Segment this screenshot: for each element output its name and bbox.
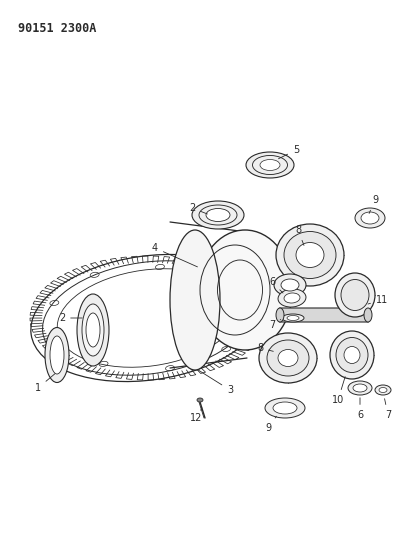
FancyBboxPatch shape (279, 308, 369, 322)
Text: 8: 8 (295, 225, 304, 245)
Ellipse shape (284, 231, 336, 279)
Ellipse shape (379, 387, 387, 392)
Text: 2: 2 (59, 313, 82, 323)
Ellipse shape (278, 289, 306, 307)
Ellipse shape (348, 381, 372, 395)
Text: 10: 10 (332, 377, 345, 405)
Ellipse shape (296, 243, 324, 268)
Ellipse shape (77, 294, 109, 366)
Ellipse shape (330, 331, 374, 379)
Ellipse shape (50, 336, 64, 374)
Ellipse shape (197, 398, 203, 402)
Ellipse shape (278, 350, 298, 367)
Text: 9: 9 (369, 195, 378, 213)
Text: 7: 7 (269, 319, 281, 330)
Ellipse shape (273, 402, 297, 414)
Ellipse shape (267, 340, 309, 376)
Text: 11: 11 (368, 295, 388, 305)
Ellipse shape (276, 224, 344, 286)
Ellipse shape (253, 156, 288, 174)
Ellipse shape (86, 313, 100, 347)
Ellipse shape (353, 384, 367, 392)
Text: 2: 2 (189, 203, 207, 214)
Ellipse shape (197, 230, 292, 350)
Ellipse shape (260, 159, 280, 171)
Ellipse shape (284, 293, 300, 303)
Text: 12: 12 (190, 408, 202, 423)
Text: 5: 5 (279, 145, 299, 159)
Ellipse shape (45, 327, 69, 383)
Ellipse shape (336, 337, 368, 373)
Ellipse shape (170, 230, 220, 370)
Ellipse shape (287, 316, 299, 320)
Ellipse shape (276, 308, 284, 322)
Text: 6: 6 (357, 398, 363, 420)
Text: 4: 4 (152, 243, 197, 267)
Ellipse shape (82, 304, 104, 356)
Text: 7: 7 (385, 399, 391, 420)
Text: 90151 2300A: 90151 2300A (18, 22, 97, 35)
Ellipse shape (199, 205, 237, 225)
Ellipse shape (335, 273, 375, 317)
Text: 8: 8 (257, 343, 273, 353)
Ellipse shape (274, 274, 306, 296)
Ellipse shape (206, 208, 230, 222)
Ellipse shape (281, 279, 299, 291)
Ellipse shape (282, 314, 304, 322)
Ellipse shape (341, 279, 369, 311)
Ellipse shape (192, 201, 244, 229)
Text: 3: 3 (197, 369, 233, 395)
Ellipse shape (265, 398, 305, 418)
Text: 1: 1 (35, 374, 55, 393)
Ellipse shape (355, 208, 385, 228)
Text: 9: 9 (265, 416, 276, 433)
Ellipse shape (259, 333, 317, 383)
Ellipse shape (361, 212, 379, 224)
Ellipse shape (364, 308, 372, 322)
Ellipse shape (246, 152, 294, 178)
Ellipse shape (344, 346, 360, 364)
Text: 6: 6 (269, 277, 283, 293)
Ellipse shape (375, 385, 391, 395)
